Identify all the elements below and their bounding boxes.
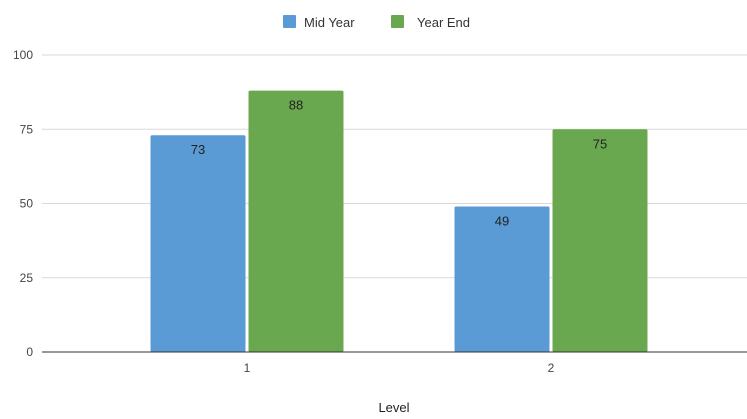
x-axis-title: Level bbox=[378, 400, 409, 414]
y-tick-label: 25 bbox=[20, 271, 34, 285]
legend-label: Year End bbox=[417, 15, 470, 30]
y-tick-label: 75 bbox=[20, 122, 34, 136]
bar bbox=[150, 135, 246, 352]
y-tick-label: 50 bbox=[20, 197, 34, 211]
x-tick-label: 2 bbox=[548, 361, 555, 375]
bar bbox=[248, 90, 344, 352]
y-tick-label: 100 bbox=[13, 48, 33, 62]
legend-swatch bbox=[391, 15, 404, 28]
data-label: 73 bbox=[191, 142, 205, 157]
legend-label: Mid Year bbox=[304, 15, 355, 30]
data-label: 49 bbox=[495, 213, 509, 228]
bar bbox=[454, 206, 550, 352]
y-axis-ticks: 0 25 50 75 100 bbox=[13, 48, 33, 359]
data-label: 88 bbox=[289, 98, 303, 113]
y-tick-label: 0 bbox=[26, 345, 33, 359]
legend-swatch bbox=[283, 15, 296, 28]
legend: Mid Year Year End bbox=[283, 15, 470, 30]
bar bbox=[552, 129, 648, 352]
bars: 73 88 49 75 bbox=[150, 90, 648, 352]
data-label: 75 bbox=[593, 136, 607, 151]
x-tick-label: 1 bbox=[244, 361, 251, 375]
